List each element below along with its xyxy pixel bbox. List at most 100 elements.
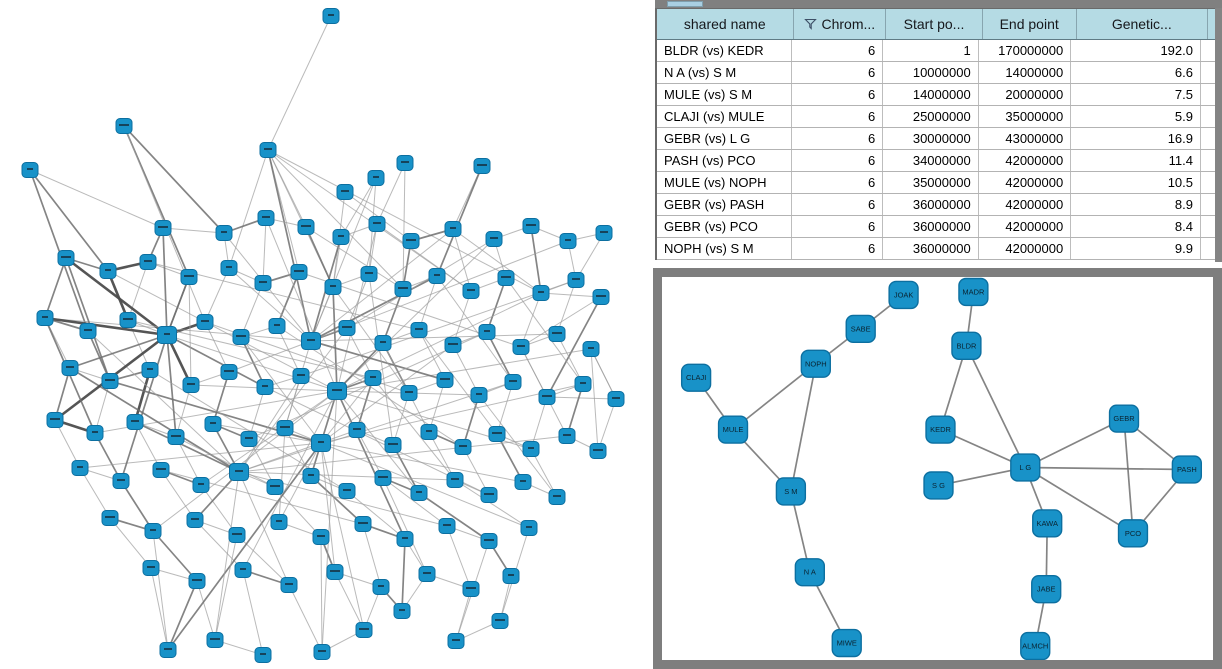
cell-value[interactable]: 8.9 [1071, 194, 1201, 215]
node-noph[interactable]: NOPH [800, 349, 831, 378]
node-kawa[interactable]: KAWA [1032, 509, 1063, 538]
cell-shared-name[interactable]: BLDR (vs) KEDR [657, 40, 792, 61]
network-node[interactable] [220, 364, 238, 380]
network-node[interactable] [228, 527, 246, 543]
cell-value[interactable]: 42000000 [979, 216, 1072, 237]
network-node[interactable] [480, 533, 498, 549]
network-node[interactable] [324, 279, 342, 295]
cell-value[interactable]: 30000000 [883, 128, 979, 149]
network-node[interactable] [538, 389, 556, 405]
node-shape[interactable] [1108, 404, 1140, 433]
cell-value[interactable]: 6 [792, 172, 884, 193]
cell-value[interactable]: 6 [792, 84, 884, 105]
network-node[interactable] [326, 564, 344, 580]
cell-shared-name[interactable]: GEBR (vs) L G [657, 128, 792, 149]
cell-value[interactable]: 192.0 [1071, 40, 1201, 61]
table-row[interactable]: GEBR (vs) L G 6 30000000 43000000 16.9 [657, 128, 1215, 150]
network-node[interactable] [139, 254, 157, 270]
cell-value[interactable]: 35000000 [883, 172, 979, 193]
network-node[interactable] [196, 314, 214, 330]
network-node[interactable] [229, 463, 249, 481]
network-node[interactable] [204, 416, 222, 432]
cell-shared-name[interactable]: MULE (vs) NOPH [657, 172, 792, 193]
network-node[interactable] [447, 633, 465, 649]
column-header-chrom[interactable]: Chrom... [794, 9, 887, 39]
network-node[interactable] [157, 326, 177, 344]
cell-value[interactable]: 42000000 [979, 194, 1072, 215]
network-node[interactable] [46, 412, 64, 428]
node-shape[interactable] [680, 363, 712, 392]
cell-shared-name[interactable]: NOPH (vs) S M [657, 238, 792, 259]
network-node[interactable] [99, 263, 117, 279]
network-node[interactable] [311, 434, 331, 452]
network-node[interactable] [292, 368, 310, 384]
cell-value[interactable]: 10.5 [1071, 172, 1201, 193]
network-node[interactable] [512, 339, 530, 355]
network-node[interactable] [502, 568, 520, 584]
subnetwork-panel[interactable]: JOAK MADR SABE NOPH CLAJI MULE BLDR KEDR GEBR L G… [653, 268, 1222, 669]
network-node[interactable] [418, 566, 436, 582]
cell-value[interactable]: 7.5 [1071, 84, 1201, 105]
network-node[interactable] [368, 216, 386, 232]
node-almch[interactable]: ALMCH [1020, 631, 1051, 660]
network-node[interactable] [522, 218, 540, 234]
cell-value[interactable]: 6 [792, 216, 884, 237]
node-shape[interactable] [1171, 455, 1203, 484]
node-miwe[interactable]: MIWE [831, 628, 862, 658]
cell-shared-name[interactable]: N A (vs) S M [657, 62, 792, 83]
node-n-a[interactable]: N A [794, 558, 825, 587]
subnetwork-canvas[interactable]: JOAK MADR SABE NOPH CLAJI MULE BLDR KEDR GEBR L G… [662, 277, 1213, 660]
table-row[interactable]: CLAJI (vs) MULE 6 25000000 35000000 5.9 [657, 106, 1215, 128]
network-node[interactable] [394, 281, 412, 297]
network-node[interactable] [142, 560, 160, 576]
cell-value[interactable]: 10000000 [883, 62, 979, 83]
network-node[interactable] [592, 289, 610, 305]
network-node[interactable] [470, 387, 488, 403]
network-node[interactable] [36, 310, 54, 326]
node-shape[interactable] [831, 628, 862, 658]
network-node[interactable] [86, 425, 104, 441]
network-node[interactable] [101, 373, 119, 389]
network-node[interactable] [410, 485, 428, 501]
node-pash[interactable]: PASH [1171, 455, 1203, 484]
column-header-end-point[interactable]: End point [983, 9, 1077, 39]
network-node[interactable] [167, 429, 185, 445]
network-node[interactable] [280, 577, 298, 593]
table-row[interactable]: PASH (vs) PCO 6 34000000 42000000 11.4 [657, 150, 1215, 172]
network-node[interactable] [444, 221, 462, 237]
cell-value[interactable]: 25000000 [883, 106, 979, 127]
network-node[interactable] [548, 326, 566, 342]
cell-shared-name[interactable]: CLAJI (vs) MULE [657, 106, 792, 127]
network-node[interactable] [462, 581, 480, 597]
cell-value[interactable]: 9.9 [1071, 238, 1201, 259]
node-shape[interactable] [951, 331, 982, 360]
cell-value[interactable]: 6 [792, 106, 884, 127]
network-node[interactable] [497, 270, 515, 286]
cell-value[interactable]: 36000000 [883, 216, 979, 237]
cell-shared-name[interactable]: PASH (vs) PCO [657, 150, 792, 171]
table-row[interactable]: NOPH (vs) S M 6 36000000 42000000 9.9 [657, 238, 1215, 260]
cell-shared-name[interactable]: GEBR (vs) PASH [657, 194, 792, 215]
cell-value[interactable]: 6 [792, 194, 884, 215]
node-shape[interactable] [923, 471, 954, 500]
network-node[interactable] [301, 332, 321, 350]
network-node[interactable] [152, 462, 170, 478]
network-node[interactable] [259, 142, 277, 158]
cell-value[interactable]: 35000000 [979, 106, 1072, 127]
node-s-m[interactable]: S M [775, 477, 807, 506]
cell-value[interactable]: 11.4 [1071, 150, 1201, 171]
node-shape[interactable] [1032, 509, 1063, 538]
network-node[interactable] [532, 285, 550, 301]
node-shape[interactable] [1020, 631, 1051, 660]
network-node[interactable] [548, 489, 566, 505]
node-shape[interactable] [888, 280, 919, 310]
network-node[interactable] [266, 479, 284, 495]
cell-value[interactable]: 42000000 [979, 172, 1072, 193]
node-gebr[interactable]: GEBR [1108, 404, 1140, 433]
network-node[interactable] [364, 370, 382, 386]
node-s-g[interactable]: S G [923, 471, 954, 500]
network-node[interactable] [254, 647, 272, 663]
node-sabe[interactable]: SABE [845, 314, 876, 344]
node-l-g[interactable]: L G [1010, 453, 1041, 482]
cell-value[interactable]: 6 [792, 128, 884, 149]
